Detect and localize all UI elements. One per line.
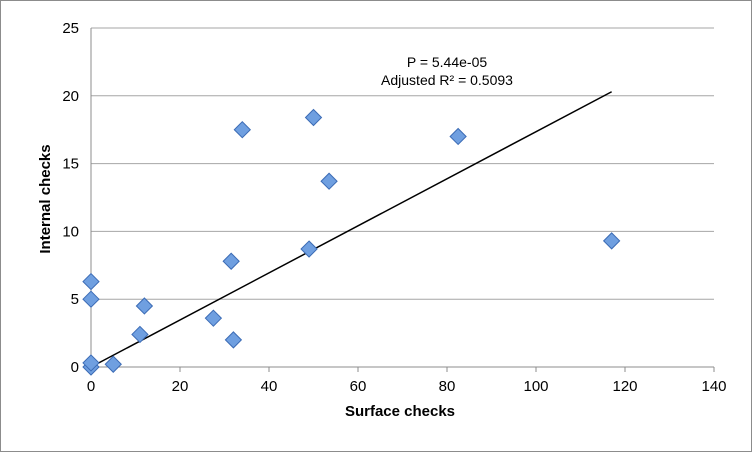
x-tick-label: 0 — [87, 378, 95, 395]
data-point — [224, 331, 243, 349]
y-tick-label: 15 — [62, 156, 79, 173]
data-point — [82, 290, 100, 308]
trendline-group — [90, 91, 613, 368]
data-point — [204, 309, 223, 327]
x-tick-label: 60 — [350, 378, 367, 395]
gridlines — [91, 27, 714, 300]
y-tick-labels: 0 5 10 15 20 25 — [62, 20, 79, 376]
data-point — [320, 172, 338, 190]
axes — [90, 28, 715, 372]
r-squared-annotation: Adjusted R² = 0.5093 — [381, 72, 513, 88]
data-point — [104, 355, 122, 373]
y-tick-label: 5 — [71, 291, 79, 308]
y-tick-label: 20 — [62, 88, 79, 105]
trendline — [90, 91, 613, 368]
y-tick-label: 10 — [62, 223, 79, 240]
data-point — [135, 297, 154, 315]
y-axis-title: Internal checks — [37, 144, 54, 253]
x-tick-labels: 0 20 40 60 80 100 120 140 — [87, 378, 727, 395]
x-tick-label: 80 — [439, 378, 456, 395]
p-value-annotation: P = 5.44e-05 — [407, 54, 488, 70]
data-point — [131, 325, 149, 344]
x-tick-label: 120 — [612, 378, 637, 395]
data-point — [304, 108, 323, 127]
x-axis-title: Surface checks — [345, 403, 455, 420]
data-point — [82, 354, 100, 372]
x-tick-label: 20 — [172, 378, 189, 395]
data-point — [233, 120, 252, 139]
x-tick-label: 40 — [261, 378, 278, 395]
y-tick-label: 25 — [62, 20, 79, 37]
data-point — [602, 232, 621, 250]
data-point — [82, 272, 100, 291]
data-point — [300, 240, 318, 258]
data-points — [82, 108, 621, 376]
x-tick-label: 100 — [523, 378, 548, 395]
x-tick-label: 140 — [701, 378, 726, 395]
data-point — [222, 252, 240, 270]
y-tick-label: 0 — [71, 359, 79, 376]
data-point — [449, 127, 467, 146]
